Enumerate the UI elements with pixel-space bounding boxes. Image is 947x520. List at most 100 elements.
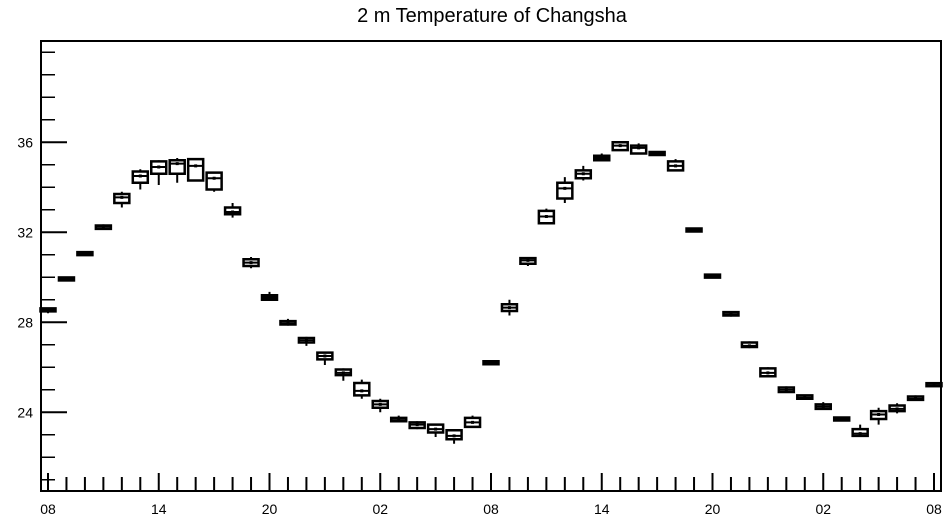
x-tick-label: 08: [483, 501, 499, 517]
box-item: [740, 341, 759, 349]
box-center-mark: [249, 261, 253, 265]
box-center-mark: [341, 371, 345, 375]
box-item: [279, 318, 297, 326]
box-item: [593, 153, 611, 162]
x-tick-label: 20: [705, 501, 721, 517]
box-center-mark: [858, 432, 862, 436]
box-center-mark: [489, 361, 493, 365]
box-item: [703, 273, 722, 279]
box-item: [316, 351, 334, 365]
box-item: [925, 381, 943, 388]
box-item: [242, 257, 260, 269]
box-center-mark: [729, 312, 733, 316]
box-center-mark: [378, 402, 382, 406]
box-center-mark: [563, 186, 567, 190]
box-item: [113, 191, 131, 208]
box-item: [353, 379, 371, 399]
box-item: [666, 159, 685, 172]
box-center-mark: [286, 321, 290, 325]
box-item: [223, 203, 242, 218]
box-item: [629, 143, 648, 155]
x-tick-label: 20: [262, 501, 278, 517]
chart-title: 2 m Temperature of Changsha: [357, 5, 628, 27]
box-item: [76, 250, 94, 257]
box-center-mark: [64, 278, 68, 281]
box-center-mark: [157, 165, 161, 169]
box-center-mark: [138, 174, 142, 178]
box-item: [260, 291, 279, 301]
box-center-mark: [360, 389, 364, 393]
box-center-mark: [101, 225, 105, 229]
box-center-mark: [415, 423, 419, 427]
box-center-mark: [212, 176, 216, 180]
box-center-mark: [526, 258, 530, 262]
y-tick-label: 36: [17, 134, 33, 150]
box-body: [629, 144, 648, 155]
box-body: [556, 181, 574, 200]
box-item: [906, 395, 925, 402]
box-item: [445, 429, 463, 444]
y-tick-label: 24: [17, 404, 33, 420]
box-item: [796, 394, 814, 400]
box-center-mark: [655, 152, 659, 155]
box-center-mark: [46, 308, 50, 312]
box-center-mark: [914, 397, 918, 401]
box-center-mark: [507, 306, 511, 310]
box-item: [648, 150, 666, 157]
box-center-mark: [194, 164, 198, 168]
box-item: [297, 336, 316, 346]
box-item: [556, 177, 574, 203]
x-axis: 08 14 20 02 08 14 20 02 08: [40, 473, 942, 517]
box-item: [168, 158, 186, 183]
box-item: [519, 256, 537, 266]
box-body: [353, 381, 371, 397]
box-item: [463, 415, 482, 429]
box-center-mark: [544, 215, 548, 218]
box-item: [186, 157, 205, 182]
box-item: [500, 299, 519, 316]
box-item: [611, 141, 629, 152]
box-item: [150, 160, 168, 185]
box-center-mark: [877, 413, 881, 416]
box-item: [426, 423, 445, 437]
box-center-mark: [323, 354, 327, 358]
box-center-mark: [784, 388, 788, 392]
box-item: [371, 398, 389, 413]
y-axis: 24 28 32 36: [17, 51, 67, 481]
box-center-mark: [231, 210, 235, 214]
box-center-mark: [840, 417, 844, 421]
box-center-mark: [637, 146, 641, 150]
box-center-mark: [747, 344, 751, 348]
box-item: [389, 415, 408, 423]
box-item: [685, 227, 703, 233]
box-item: [94, 224, 113, 231]
box-center-mark: [692, 228, 696, 232]
box-center-mark: [711, 274, 714, 278]
box-center-mark: [581, 172, 585, 176]
x-tick-label: 08: [40, 501, 56, 517]
box-item: [39, 307, 57, 314]
box-item: [869, 407, 888, 425]
box-item: [57, 276, 76, 282]
box-center-mark: [821, 405, 825, 409]
x-tick-label: 02: [372, 501, 388, 517]
box-item: [537, 208, 556, 225]
x-tick-label: 14: [594, 501, 610, 517]
box-body: [205, 171, 223, 191]
x-tick-label: 08: [926, 501, 942, 517]
box-center-mark: [304, 338, 308, 342]
box-item: [334, 368, 353, 381]
box-body: [186, 157, 205, 182]
plot-frame: [40, 40, 942, 492]
box-item: [408, 421, 426, 430]
box-item: [131, 169, 150, 190]
box-center-mark: [674, 164, 678, 168]
box-item: [832, 416, 851, 422]
box-item: [722, 310, 740, 317]
box-center-mark: [895, 407, 899, 411]
box-center-mark: [766, 371, 770, 375]
box-item: [851, 424, 869, 438]
y-tick-label: 32: [17, 224, 33, 240]
box-center-mark: [452, 434, 456, 438]
